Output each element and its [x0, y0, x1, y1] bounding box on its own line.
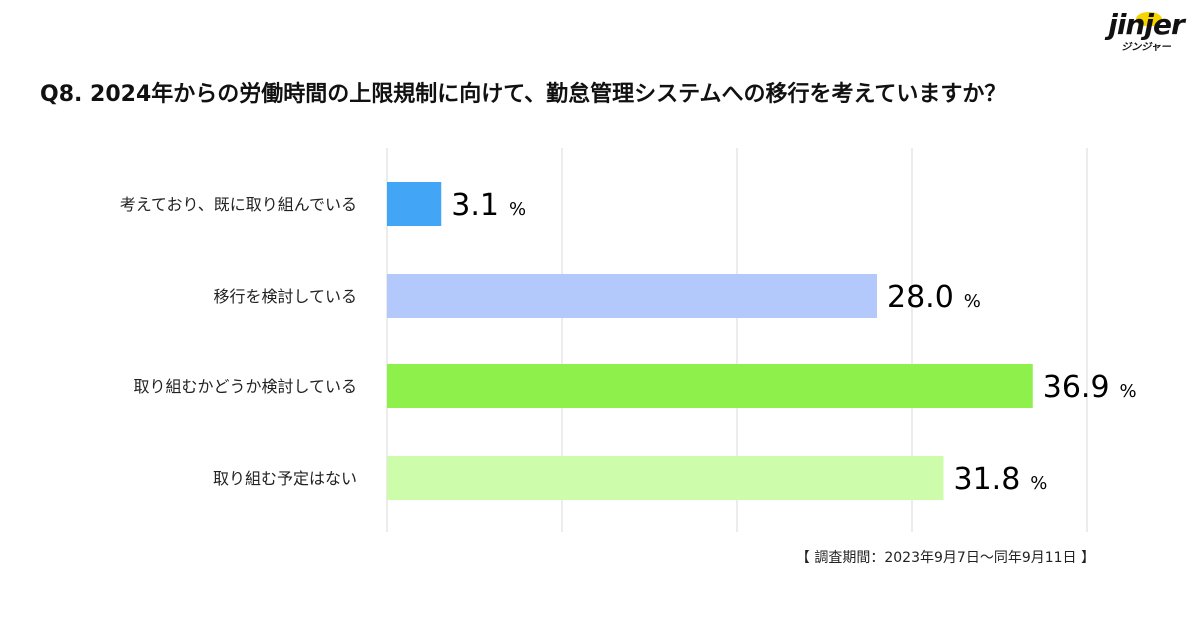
- category-label-3: 取り組む予定はない: [213, 469, 357, 488]
- unit-label-0: %: [509, 199, 526, 220]
- logo-text: jinjer: [1108, 8, 1185, 41]
- bar-0: [387, 182, 442, 226]
- category-label-1: 移行を検討している: [213, 287, 357, 306]
- value-label-2: 36.9: [1043, 370, 1110, 405]
- survey-period-note: 【 調査期間：2023年9月7日～同年9月11日 】: [795, 550, 1095, 566]
- value-label-1: 28.0: [887, 280, 954, 315]
- bar-3: [387, 456, 944, 500]
- jinjer-logo: jinjer ジンジャー: [1106, 8, 1186, 68]
- value-label-0: 3.1: [451, 188, 499, 223]
- unit-label-1: %: [964, 291, 981, 312]
- unit-label-3: %: [1030, 473, 1047, 494]
- logo-subtext: ジンジャー: [1121, 42, 1171, 53]
- chart-title: Q8. 2024年からの労働時間の上限規制に向けて、勤怠管理システムへの移行を考…: [40, 82, 1007, 107]
- unit-label-2: %: [1120, 381, 1137, 402]
- bar-1: [387, 274, 877, 318]
- category-label-2: 取り組むかどうか検討している: [133, 377, 357, 396]
- bar-2: [387, 364, 1033, 408]
- category-label-0: 考えており、既に取り組んでいる: [120, 195, 357, 214]
- value-label-3: 31.8: [954, 462, 1021, 497]
